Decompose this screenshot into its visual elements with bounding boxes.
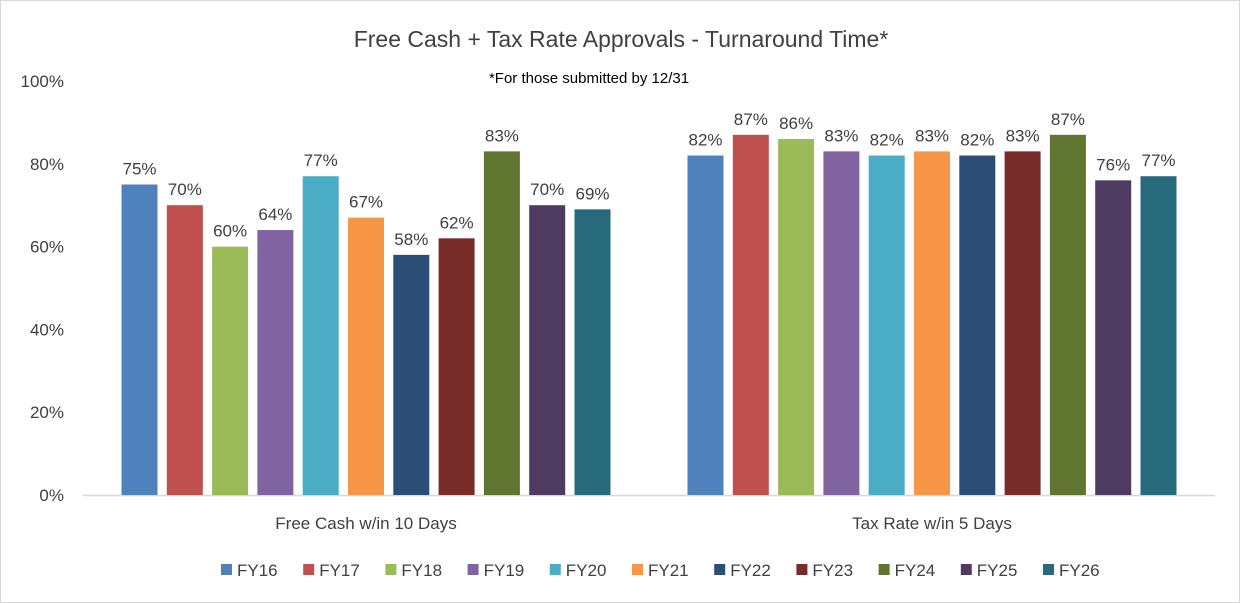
data-label: 70% [530,180,564,199]
legend-swatch-fy22 [714,564,726,575]
bar-fy16 [121,184,158,495]
chart-title: Free Cash + Tax Rate Approvals - Turnaro… [354,26,889,52]
bar-fy25 [1095,180,1132,496]
data-label: 70% [168,180,202,199]
legend-label: FY17 [319,561,360,580]
legend-label: FY16 [237,561,278,580]
legend-swatch-fy25 [960,564,972,575]
y-tick-label: 80% [30,155,64,174]
legend-label: FY25 [977,561,1018,580]
bar-fy24 [1049,134,1086,495]
data-label: 58% [394,230,428,249]
bar-fy21 [914,151,950,495]
legend-swatch-fy26 [1043,564,1054,575]
data-label: 82% [960,131,994,150]
bar-fy19 [257,230,294,496]
bar-fy26 [1140,176,1177,495]
data-label: 82% [870,131,904,150]
y-tick-label: 20% [30,403,64,422]
bar-fy17 [732,134,769,495]
bar-fy25 [529,205,566,495]
bar-fy23 [1004,151,1041,495]
legend-swatch-fy16 [221,564,232,575]
bar-fy26 [574,209,611,495]
bar-fy19 [823,151,860,495]
legend-swatch-fy21 [632,564,643,575]
legend-swatch-fy23 [796,564,808,575]
y-tick-label: 40% [30,320,64,339]
bar-fy22 [959,155,996,495]
data-label: 86% [779,114,813,133]
bar-fy16 [687,155,724,495]
legend-swatch-fy18 [385,564,397,575]
legend-label: FY18 [401,561,442,580]
legend-label: FY26 [1059,561,1100,580]
data-label: 83% [485,126,519,145]
bar-fy17 [166,205,203,495]
data-label: 62% [440,213,474,232]
bar-fy24 [483,151,520,495]
y-tick-label: 60% [30,238,64,257]
bar-fy18 [212,246,249,495]
bar-fy20 [302,176,339,495]
data-label: 64% [258,205,292,224]
data-label: 77% [1141,151,1175,170]
data-label: 77% [304,151,338,170]
x-category-label: Tax Rate w/in 5 Days [852,514,1012,533]
legend-label: FY21 [648,561,689,580]
bar-fy20 [868,155,905,495]
bar-fy22 [393,254,430,495]
y-tick-label: 100% [21,72,64,91]
legend-label: FY19 [484,561,525,580]
legend-label: FY23 [812,561,853,580]
data-label: 82% [688,131,722,150]
data-label: 69% [575,184,609,203]
bar-fy21 [348,217,384,495]
bar-fy18 [778,138,815,495]
bar-fy23 [438,238,475,495]
data-label: 83% [824,126,858,145]
legend-swatch-fy19 [467,564,479,575]
data-label: 83% [915,126,949,145]
legend-label: FY22 [730,561,771,580]
legend-swatch-fy17 [303,564,315,575]
data-label: 87% [734,110,768,129]
legend-label: FY20 [566,561,607,580]
data-label: 83% [1006,126,1040,145]
legend-swatch-fy20 [549,564,561,575]
data-label: 87% [1051,110,1085,129]
data-label: 76% [1096,155,1130,174]
chart-subtitle: *For those submitted by 12/31 [489,70,689,87]
data-label: 67% [349,193,383,212]
y-tick-label: 0% [39,486,64,505]
x-category-label: Free Cash w/in 10 Days [275,514,456,533]
legend-label: FY24 [895,561,936,580]
data-label: 75% [122,160,156,179]
data-label: 60% [213,222,247,241]
legend-swatch-fy24 [878,564,890,575]
